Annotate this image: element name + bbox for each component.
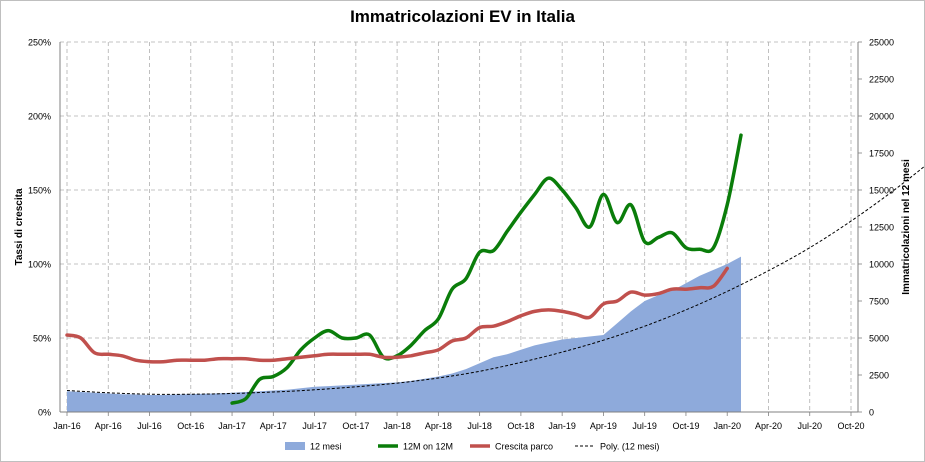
axes: 0% 50% 100% 150% 200% 250% 0 2500 5000 7500 10000 1…	[28, 38, 894, 432]
x-tick-label: Apr-18	[425, 421, 452, 431]
x-tick-label: Oct-17	[342, 421, 369, 431]
y-left-tick-label: 250%	[28, 38, 51, 48]
y-axis-label-left: Tassi di crescita	[14, 188, 25, 266]
x-tick-label: Apr-16	[95, 421, 122, 431]
legend-swatch-12-mesi	[285, 442, 305, 450]
y-right-tick-label: 7500	[869, 297, 889, 307]
x-tick-label: Jul-20	[797, 421, 822, 431]
chart-title: Immatricolazioni EV in Italia	[350, 7, 575, 26]
legend-label-12m-on-12m: 12M on 12M	[403, 442, 453, 452]
x-tick-label: Jan-19	[548, 421, 576, 431]
y-left-tick-label: 100%	[28, 260, 51, 270]
y-left-tick-label: 200%	[28, 112, 51, 122]
legend-label-12-mesi: 12 mesi	[310, 442, 342, 452]
legend-label-crescita-parco: Crescita parco	[495, 442, 553, 452]
x-tick-label: Jan-17	[218, 421, 246, 431]
y-right-tick-label: 22500	[869, 75, 894, 85]
lines-layer	[65, 133, 925, 405]
y-axis-label-right: Immatricolazioni nel 12 mesi	[901, 159, 912, 295]
y-right-tick-label: 2500	[869, 371, 889, 381]
x-tick-label: Jul-18	[467, 421, 492, 431]
x-tick-label: Oct-18	[507, 421, 534, 431]
x-tick-label: Apr-19	[590, 421, 617, 431]
y-left-tick-label: 150%	[28, 186, 51, 196]
x-tick-label: Apr-20	[755, 421, 782, 431]
y-left-tick-label: 50%	[33, 334, 51, 344]
y-right-tick-label: 15000	[869, 186, 894, 196]
x-tick-label: Apr-17	[260, 421, 287, 431]
legend-label-poly-12-mesi: Poly. (12 mesi)	[600, 442, 659, 452]
x-tick-label: Jan-18	[383, 421, 411, 431]
series-12-mesi	[67, 256, 741, 412]
series-poly-12-mesi	[66, 165, 925, 395]
x-tick-label: Oct-19	[672, 421, 699, 431]
x-tick-label: Jul-16	[137, 421, 162, 431]
series-crescita-parco	[65, 266, 729, 364]
area-layer	[67, 256, 741, 412]
y-right-tick-label: 12500	[869, 223, 894, 233]
y-right-tick-label: 20000	[869, 112, 894, 122]
series-12m-on-12m	[230, 133, 743, 405]
x-tick-label: Oct-20	[837, 421, 864, 431]
x-tick-label: Jul-17	[302, 421, 327, 431]
legend: 12 mesi 12M on 12M Crescita parco Poly. (12…	[285, 442, 659, 452]
y-right-tick-label: 5000	[869, 334, 889, 344]
x-tick-label: Jul-19	[632, 421, 657, 431]
y-right-tick-label: 17500	[869, 149, 894, 159]
y-left-tick-label: 0%	[38, 408, 51, 418]
y-right-tick-label: 0	[869, 408, 874, 418]
y-right-tick-label: 10000	[869, 260, 894, 270]
x-tick-label: Oct-16	[177, 421, 204, 431]
y-right-tick-label: 25000	[869, 38, 894, 48]
x-tick-label: Jan-20	[713, 421, 741, 431]
x-tick-label: Jan-16	[53, 421, 81, 431]
